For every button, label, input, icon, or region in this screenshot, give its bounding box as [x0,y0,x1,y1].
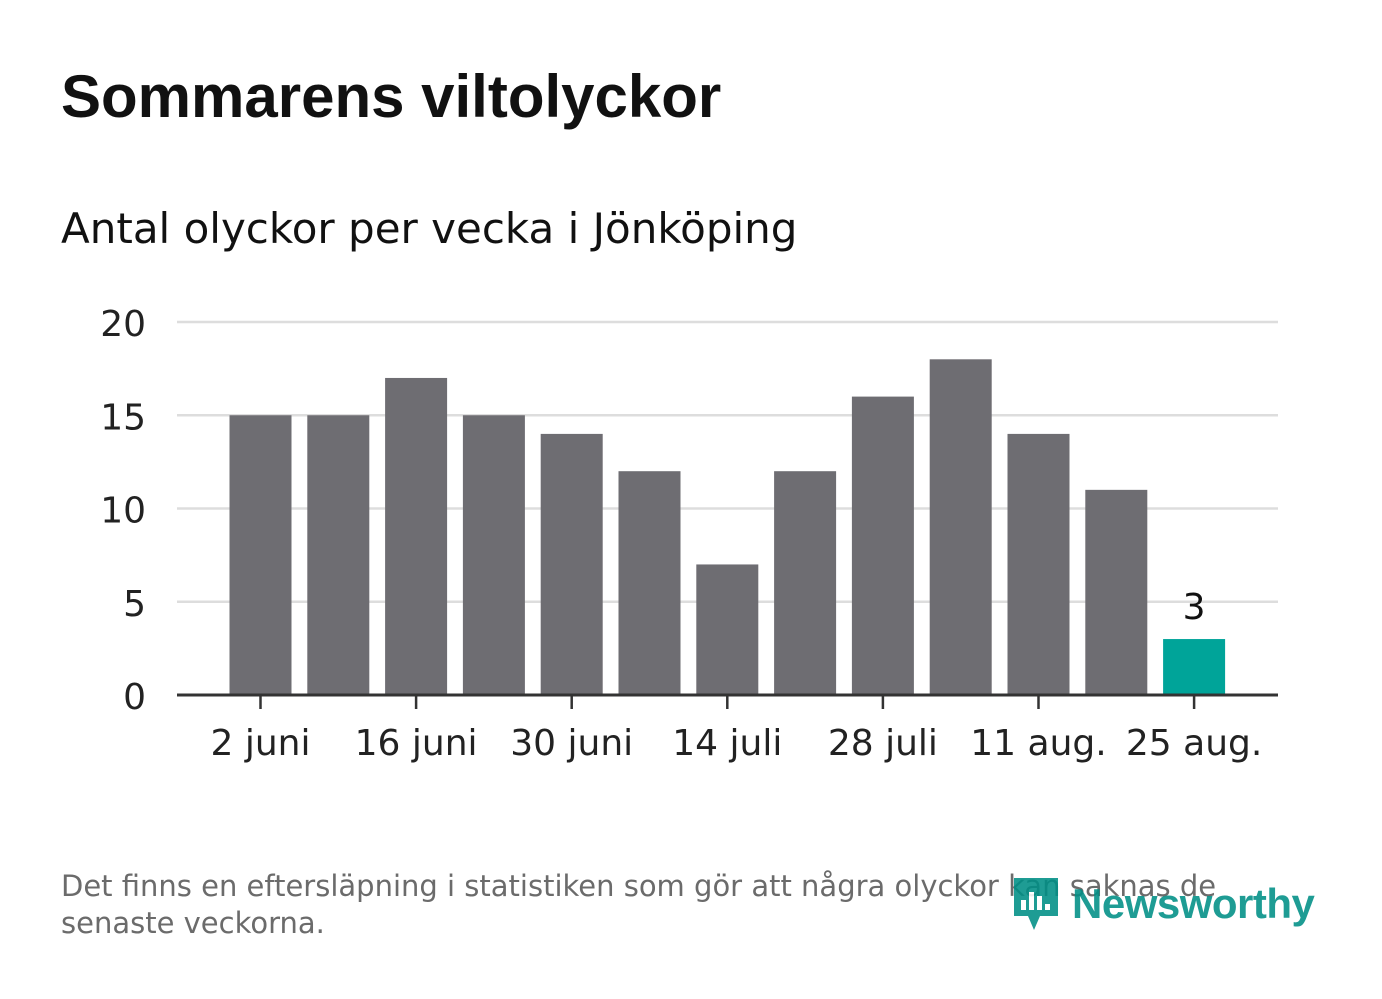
x-tick-label: 25 aug. [1126,723,1262,764]
x-tick-label: 16 juni [355,723,478,764]
newsworthy-logo: Newsworthy [1010,872,1315,936]
y-tick-label: 0 [123,677,146,718]
bar [929,359,992,695]
data-label: 3 [1183,587,1206,628]
y-tick-label: 5 [123,584,146,625]
y-axis-ticks: 0 5 10 15 20 [100,304,146,718]
chart-subtitle: Antal olyckor per vecka i Jönköping [61,204,798,253]
bar [774,471,837,695]
x-axis-ticks: 2 juni 16 juni 30 juni 14 juli 28 juli 11 aug… [211,695,1262,764]
x-tick-label: 11 aug. [970,723,1106,764]
x-tick-label: 28 juli [828,723,938,764]
bar [851,396,914,695]
bar-chart: 0 5 10 15 20 2 juni 16 juni 30 juni 14 juli 28 j… [100,304,1278,764]
bar [1163,639,1226,695]
y-tick-label: 20 [100,304,146,345]
x-tick-label: 30 juni [510,723,633,764]
bar [1085,489,1148,695]
data-labels: 3 [1183,587,1206,628]
bar [229,415,292,695]
bars [229,359,1226,695]
bar [540,433,603,695]
bar [307,415,370,695]
y-tick-label: 10 [100,491,146,532]
x-tick-label: 2 juni [211,723,311,764]
bar [1007,433,1070,695]
y-tick-label: 15 [100,397,146,438]
newsworthy-logo-icon [1014,878,1058,930]
bar [462,415,525,695]
bar [618,471,681,695]
bar [385,377,448,695]
x-tick-label: 14 juli [672,723,782,764]
chart-title: Sommarens viltolyckor [61,63,722,130]
logo-text: Newsworthy [1072,880,1315,927]
bar [696,564,759,695]
